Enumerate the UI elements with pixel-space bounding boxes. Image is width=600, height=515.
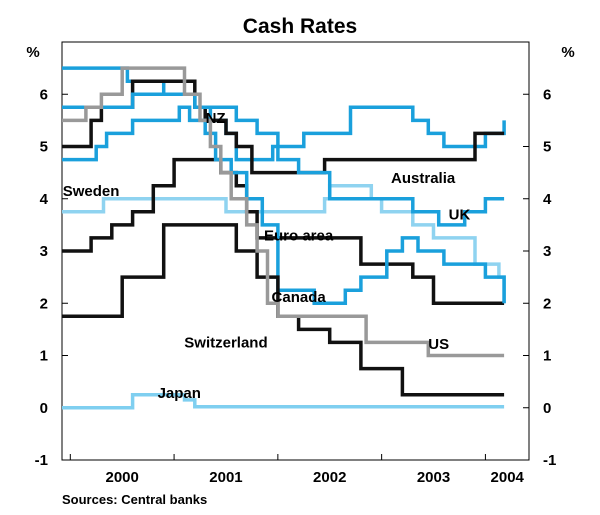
series-sweden bbox=[62, 183, 506, 304]
series-label-australia: Australia bbox=[391, 170, 456, 187]
series-label-sweden: Sweden bbox=[63, 183, 120, 200]
x-tick-label: 2004 bbox=[491, 469, 525, 486]
y-tick-label-right: 5 bbox=[543, 139, 551, 156]
series-label-us: US bbox=[428, 336, 449, 353]
y-tick-label-left: -1 bbox=[35, 452, 48, 469]
series-japan bbox=[62, 392, 505, 410]
source-note: Sources: Central banks bbox=[62, 492, 207, 507]
series-euro-area bbox=[62, 157, 505, 306]
series-us bbox=[62, 66, 505, 358]
y-tick-label-right: 2 bbox=[543, 295, 551, 312]
series-uk bbox=[62, 92, 505, 227]
chart-title: Cash Rates bbox=[243, 15, 357, 38]
y-tick-label-right: 3 bbox=[543, 243, 551, 260]
x-tick-label: 2002 bbox=[313, 469, 346, 486]
series-label-japan: Japan bbox=[158, 385, 201, 402]
y-tick-label-left: 5 bbox=[40, 139, 48, 156]
x-tick-label: 2003 bbox=[417, 469, 450, 486]
y-tick-label-left: 3 bbox=[40, 243, 48, 260]
y-tick-label-right: -1 bbox=[543, 452, 556, 469]
series-label-canada: Canada bbox=[272, 289, 327, 306]
series-label-euro-area: Euro area bbox=[264, 227, 334, 244]
y-tick-label-left: 0 bbox=[40, 400, 48, 417]
x-tick-label: 2001 bbox=[209, 469, 242, 486]
series-australia bbox=[62, 79, 505, 175]
y-tick-label-left: 2 bbox=[40, 295, 48, 312]
series-canada bbox=[62, 105, 506, 306]
y-tick-label-left: 4 bbox=[40, 191, 49, 208]
series-label-switzerland: Switzerland bbox=[184, 334, 267, 351]
series-label-nz: NZ bbox=[206, 110, 226, 127]
y-tick-label-left: 6 bbox=[40, 86, 48, 103]
y-tick-label-right: 6 bbox=[543, 86, 551, 103]
x-tick-label: 2000 bbox=[106, 469, 139, 486]
y-tick-label-right: 1 bbox=[543, 348, 551, 365]
y-unit-left: % bbox=[26, 44, 39, 61]
y-unit-right: % bbox=[561, 44, 574, 61]
series-nz bbox=[62, 66, 506, 162]
y-tick-label-left: 1 bbox=[40, 348, 48, 365]
y-tick-label-right: 0 bbox=[543, 400, 551, 417]
series-label-uk: UK bbox=[449, 206, 471, 223]
y-tick-label-right: 4 bbox=[543, 191, 552, 208]
